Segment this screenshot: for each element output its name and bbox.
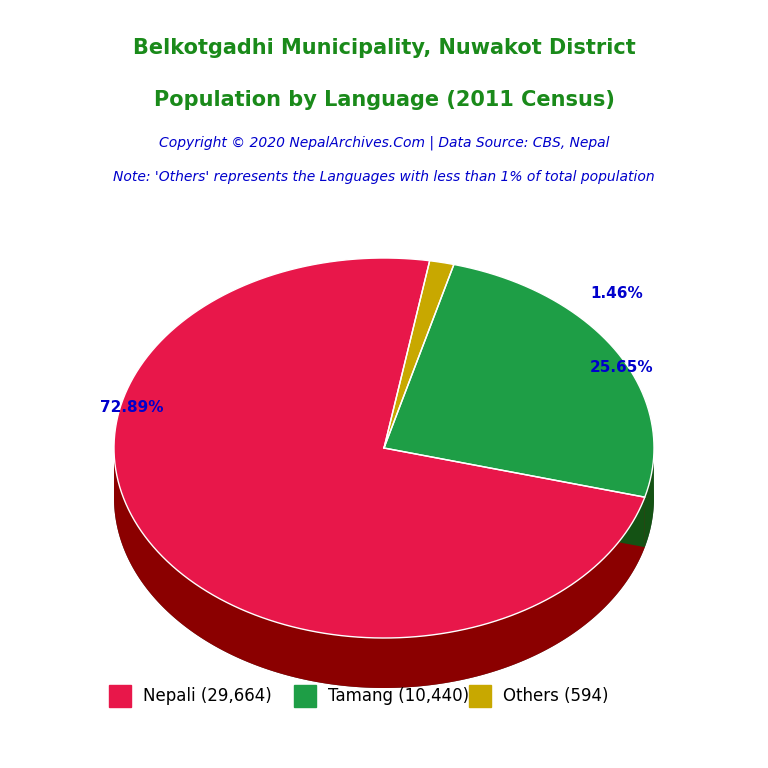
Text: 25.65%: 25.65% (590, 360, 654, 376)
Polygon shape (114, 446, 645, 688)
Text: Copyright © 2020 NepalArchives.Com | Data Source: CBS, Nepal: Copyright © 2020 NepalArchives.Com | Dat… (159, 135, 609, 150)
Polygon shape (114, 258, 645, 638)
Bar (469, 685, 491, 707)
Text: 1.46%: 1.46% (590, 286, 643, 300)
Polygon shape (384, 264, 654, 497)
Polygon shape (645, 444, 654, 547)
Bar (294, 685, 316, 707)
Text: Belkotgadhi Municipality, Nuwakot District: Belkotgadhi Municipality, Nuwakot Distri… (133, 38, 635, 58)
Text: Nepali (29,664): Nepali (29,664) (143, 687, 272, 705)
Text: 72.89%: 72.89% (100, 400, 164, 415)
Polygon shape (384, 448, 645, 547)
Text: Population by Language (2011 Census): Population by Language (2011 Census) (154, 90, 614, 110)
Text: Note: 'Others' represents the Languages with less than 1% of total population: Note: 'Others' represents the Languages … (113, 170, 655, 184)
Text: Tamang (10,440): Tamang (10,440) (328, 687, 469, 705)
Polygon shape (384, 261, 454, 448)
Polygon shape (114, 308, 654, 688)
Bar (109, 685, 131, 707)
Text: Others (594): Others (594) (503, 687, 608, 705)
